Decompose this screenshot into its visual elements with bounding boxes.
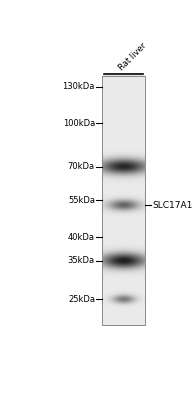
Bar xyxy=(102,76,145,325)
Text: 35kDa: 35kDa xyxy=(68,256,95,265)
Text: 100kDa: 100kDa xyxy=(63,119,95,128)
Text: 130kDa: 130kDa xyxy=(62,82,95,91)
Text: Rat liver: Rat liver xyxy=(117,41,148,73)
Text: 40kDa: 40kDa xyxy=(68,233,95,242)
Text: 55kDa: 55kDa xyxy=(68,196,95,205)
Text: SLC17A1: SLC17A1 xyxy=(152,200,192,210)
Text: 70kDa: 70kDa xyxy=(68,162,95,171)
Text: 25kDa: 25kDa xyxy=(68,294,95,304)
